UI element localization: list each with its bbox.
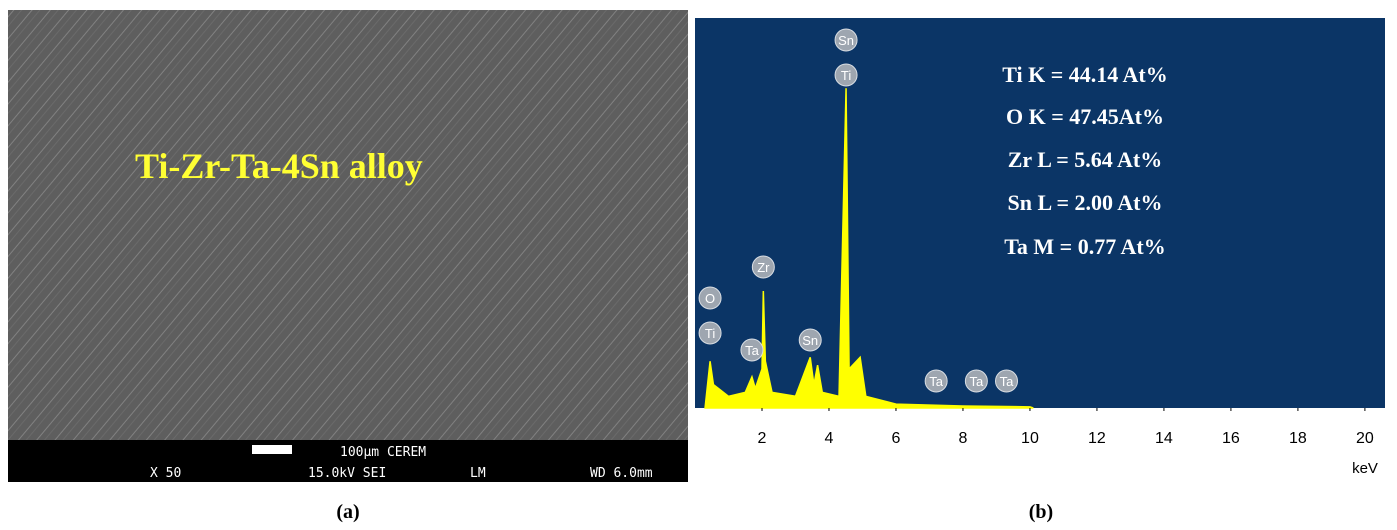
- voltage: 15.0kV SEI: [308, 466, 386, 481]
- x-tick-label: 2: [758, 430, 767, 447]
- composition-line: Ti K = 44.14 At%: [1002, 62, 1168, 87]
- magnification: X 50: [150, 466, 181, 481]
- x-tick-label: 4: [825, 430, 834, 447]
- peak-label: Ti: [705, 326, 715, 341]
- figure: Ti-Zr-Ta-4Sn alloy 100µm CEREM X 50 15.0…: [0, 0, 1397, 530]
- peak-label: Ti: [841, 68, 851, 83]
- x-tick-label: 8: [959, 430, 968, 447]
- sem-image: [8, 10, 688, 440]
- mode: LM: [470, 466, 486, 481]
- x-tick-label: 16: [1222, 430, 1240, 447]
- x-axis-label: keV: [1352, 460, 1378, 477]
- scale-bar: [252, 445, 292, 454]
- working-distance: WD 6.0mm: [590, 466, 653, 481]
- peak-label: Sn: [838, 33, 854, 48]
- peak-label: Zr: [757, 260, 770, 275]
- composition-line: Sn L = 2.00 At%: [1008, 190, 1163, 215]
- x-tick-label: 14: [1155, 430, 1173, 447]
- peak-label: Sn: [802, 333, 818, 348]
- x-tick-label: 18: [1289, 430, 1307, 447]
- page: Ti-Zr-Ta-4Sn alloy 100µm CEREM X 50 15.0…: [0, 0, 1397, 530]
- panel-a: Ti-Zr-Ta-4Sn alloy 100µm CEREM X 50 15.0…: [8, 10, 688, 523]
- x-tick-label: 10: [1021, 430, 1039, 447]
- caption: (b): [1029, 501, 1053, 523]
- x-tick-label: 6: [892, 430, 901, 447]
- composition-line: Ta M = 0.77 At%: [1004, 234, 1165, 259]
- caption: (a): [336, 501, 359, 523]
- overlay-label: Ti-Zr-Ta-4Sn alloy: [135, 146, 423, 186]
- composition-line: O K = 47.45At%: [1006, 104, 1164, 129]
- x-tick-label: 20: [1356, 430, 1374, 447]
- peak-label: Ta: [745, 343, 760, 358]
- scale-label: 100µm CEREM: [340, 445, 426, 460]
- peak-label: O: [705, 291, 715, 306]
- panel-b: 2 4 6 8 10 12 14 16 18 20 keV Sn Ti O Ti Ta Zr Sn Ta Ta Ta Ti…: [695, 18, 1385, 523]
- composition-line: Zr L = 5.64 At%: [1008, 147, 1163, 172]
- x-tick-label: 12: [1088, 430, 1106, 447]
- peak-label: Ta: [929, 374, 944, 389]
- peak-label: Ta: [1000, 374, 1015, 389]
- peak-label: Ta: [969, 374, 984, 389]
